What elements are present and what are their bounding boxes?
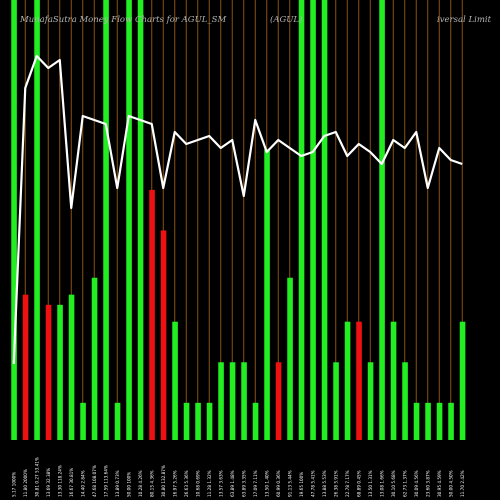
- volume-bar: [57, 304, 63, 440]
- volume-bar: [425, 402, 431, 440]
- x-tick-label: 30.80 132.87%: [161, 465, 166, 497]
- x-tick-label: 63.89 3.35%: [241, 470, 246, 497]
- volume-bar: [126, 0, 132, 440]
- volume-bar: [287, 277, 293, 440]
- volume-bar: [241, 362, 247, 440]
- volume-bar: [275, 362, 282, 440]
- x-tick-label: 14.40 2.84%: [80, 470, 85, 497]
- x-tick-label: 80.15 4.36%: [149, 470, 154, 497]
- x-tick-label: 5.17 1000%: [11, 472, 16, 497]
- volume-bar: [344, 321, 351, 440]
- volume-bar: [172, 321, 178, 440]
- volume-bar: [356, 321, 362, 440]
- volume-bar: [195, 402, 201, 440]
- volume-bar: [264, 149, 270, 440]
- x-tick-label: 10.68 0.69%: [195, 470, 200, 497]
- x-tick-label: 23.60 3.87%: [425, 470, 430, 497]
- volume-bars: [11, 0, 466, 440]
- volume-bar: [310, 0, 316, 440]
- volume-bar: [11, 0, 17, 440]
- x-tick-label: 26.63 5.36%: [184, 470, 189, 497]
- x-tick-label: 50.00 4.50%: [448, 470, 453, 497]
- volume-bar: [45, 304, 52, 440]
- volume-bar: [22, 294, 29, 440]
- x-tick-label: 13.50 1.40%: [264, 470, 269, 497]
- x-tick-label: 68.89 0.45%: [356, 470, 361, 497]
- x-tick-labels: 5.17 1000% 11.80 2000% 30.81 0.27 53.41% 13…: [11, 457, 465, 497]
- x-tick-label: 91.13 5.44%: [287, 470, 292, 497]
- x-tick-label: 17.59 113.64%: [103, 465, 108, 497]
- x-tick-label: 13.69 32.38%: [46, 468, 51, 497]
- x-tick-label: 47.68 108.07%: [92, 465, 97, 497]
- x-tick-label: 63.89 1.48%: [230, 470, 235, 497]
- x-tick-label: 11.80 2000%: [23, 469, 28, 497]
- volume-bar: [149, 189, 155, 440]
- volume-bar: [436, 402, 443, 440]
- chart-title-right: iversal Limit: [437, 15, 492, 25]
- x-tick-label: 13.57 3.63%: [218, 470, 223, 497]
- x-tick-label: 60.99 0.36%: [276, 470, 281, 497]
- x-tick-label: 22.78 7.17%: [345, 470, 350, 497]
- volume-bar: [103, 0, 109, 440]
- x-tick-label: 26.38 5.91%: [333, 470, 338, 497]
- volume-bar: [218, 362, 224, 440]
- volume-bar: [114, 402, 121, 440]
- volume-bar: [252, 402, 259, 440]
- volume-bar: [68, 294, 75, 440]
- volume-bar: [298, 0, 305, 440]
- volume-bar: [183, 402, 190, 440]
- volume-bar: [91, 277, 98, 440]
- x-tick-label: 17.09 7.11%: [253, 470, 258, 497]
- x-tick-label: 50.00 100%: [126, 472, 131, 497]
- x-tick-label: 11.70 2.42%: [460, 470, 465, 497]
- volume-bar: [229, 362, 236, 440]
- x-tick-label: 30.10 5.68%: [391, 470, 396, 497]
- x-tick-label: 47.78 5.41%: [310, 470, 315, 497]
- x-tick-label: 30.81 0.27 53.41%: [34, 457, 39, 497]
- x-tick-label: 13.89 0.73%: [115, 470, 120, 497]
- x-tick-label: 30.95 4.59%: [437, 470, 442, 497]
- x-tick-label: 13.30 118.24%: [57, 465, 62, 497]
- volume-bar: [34, 0, 40, 440]
- chart-title-left: MunafaSutra Money Flow Charts for AGUL_S…: [19, 15, 226, 25]
- volume-bar: [321, 0, 328, 440]
- x-tick-label: 13.88 5.53%: [322, 470, 327, 497]
- chart-title-middle: (AGUL): [270, 14, 302, 25]
- x-tick-label: 30.09 4.56%: [414, 470, 419, 497]
- x-tick-label: 11.28 1.32%: [207, 470, 212, 497]
- money-flow-line: [12, 54, 463, 365]
- x-tick-label: 16.67 30.81%: [69, 468, 74, 497]
- volume-bar: [333, 362, 339, 440]
- x-tick-label: 19.65 100%: [299, 472, 304, 497]
- volume-bar: [390, 321, 397, 440]
- x-tick-label: 62.73 1.37%: [402, 470, 407, 497]
- volume-bar: [402, 362, 408, 440]
- volume-bar: [160, 230, 167, 440]
- volume-bar: [80, 402, 86, 440]
- volume-bar: [448, 402, 454, 440]
- volume-bar: [413, 402, 420, 440]
- x-tick-label: 16.97 5.26%: [172, 470, 177, 497]
- volume-bar: [379, 0, 385, 440]
- x-tick-label: 13.50 1.31%: [368, 470, 373, 497]
- x-tick-label: 10.28 4.26%: [138, 470, 143, 497]
- x-tick-label: 13.08 1.66%: [379, 470, 384, 497]
- volume-bar: [459, 321, 466, 440]
- volume-bar: [137, 0, 144, 440]
- volume-bar: [367, 362, 374, 440]
- volume-bar: [206, 402, 213, 440]
